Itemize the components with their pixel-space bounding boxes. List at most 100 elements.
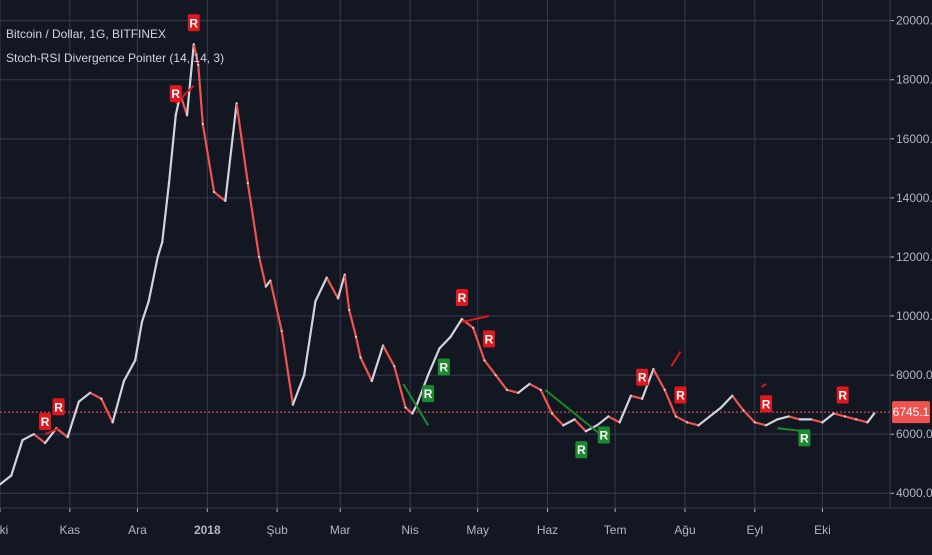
price-segment: [494, 373, 509, 391]
price-point: [393, 365, 396, 368]
price-point: [212, 190, 216, 194]
y-tick-label: 8000.0: [896, 368, 932, 382]
price-segment: [314, 276, 328, 303]
price-point: [314, 300, 317, 303]
bearish-marker: [187, 14, 200, 32]
bearish-marker: [39, 413, 52, 431]
bullish-marker: [597, 426, 610, 444]
price-segment: [573, 418, 587, 433]
price-point: [438, 347, 441, 350]
price-segment: [708, 406, 723, 418]
price-segment: [629, 394, 644, 400]
price-segment: [404, 406, 414, 415]
price-segment: [224, 102, 238, 202]
bearish-divergence-line: [44, 427, 59, 436]
price-point: [832, 412, 835, 415]
price-point: [641, 397, 644, 400]
bearish-marker: [52, 398, 65, 416]
price-segment: [866, 412, 876, 424]
price-point: [607, 415, 610, 418]
price-segment: [336, 273, 346, 300]
price-point: [776, 418, 779, 421]
price-point: [843, 415, 847, 418]
price-segment: [212, 190, 227, 202]
price-segment: [438, 335, 452, 350]
price-segment: [528, 382, 542, 391]
price-point: [798, 418, 801, 421]
price-segment: [359, 356, 373, 383]
x-tick-label: Eki: [814, 523, 831, 537]
price-point: [246, 182, 249, 185]
price-segment: [246, 182, 261, 259]
price-segment: [167, 114, 177, 185]
price-point: [427, 373, 430, 377]
price-point: [197, 63, 200, 67]
price-point: [89, 391, 92, 394]
price-segment: [89, 391, 103, 400]
price-point: [66, 436, 69, 439]
bullish-marker: [575, 441, 588, 459]
bullish-marker: [422, 385, 435, 403]
price-point: [303, 373, 306, 377]
price-segment: [55, 427, 69, 439]
marker-label: R: [189, 16, 198, 30]
price-point: [32, 433, 35, 436]
price-point: [100, 397, 103, 400]
price-point: [269, 279, 272, 282]
x-tick-label: Haz: [537, 523, 558, 537]
price-point: [674, 415, 678, 418]
price-segment: [303, 300, 317, 377]
price-point: [348, 309, 351, 312]
price-point: [161, 241, 164, 244]
marker-label: R: [800, 431, 809, 445]
price-point: [156, 255, 159, 259]
x-tick-label: 2018: [194, 523, 221, 537]
x-tick-label: Mar: [330, 523, 351, 537]
y-tick-label: 16000.0: [896, 132, 932, 146]
price-point: [753, 421, 756, 424]
price-point: [821, 421, 824, 424]
price-point: [719, 406, 723, 409]
price-point: [411, 412, 414, 415]
price-point: [528, 382, 531, 386]
price-segment: [483, 359, 497, 377]
price-point: [167, 182, 171, 185]
marker-label: R: [577, 443, 586, 457]
marker-label: R: [41, 415, 50, 429]
price-point: [10, 474, 13, 477]
y-tick-label: 4000.0: [896, 486, 932, 500]
price-segment: [855, 418, 869, 424]
y-tick-label: 12000.0: [896, 250, 932, 264]
price-point: [539, 388, 542, 391]
price-segment: [472, 326, 486, 362]
marker-label: R: [458, 291, 467, 305]
price-segment: [393, 365, 407, 409]
x-tick-label: Şub: [266, 523, 288, 537]
price-segment: [325, 276, 340, 300]
price-point: [686, 421, 689, 424]
price-point: [708, 415, 711, 418]
price-segment: [427, 347, 441, 377]
price-segment: [370, 344, 385, 383]
price-point: [810, 418, 813, 421]
price-segment: [280, 329, 295, 406]
price-segment: [843, 415, 858, 421]
bearish-divergence-line: [670, 350, 682, 367]
price-point: [291, 403, 295, 406]
marker-label: R: [762, 397, 771, 411]
bearish-marker: [455, 288, 468, 306]
price-segment: [607, 415, 621, 424]
x-tick-label: Tem: [604, 523, 627, 537]
price-segment: [147, 255, 159, 303]
price-segment: [539, 388, 554, 415]
price-segment: [192, 43, 200, 67]
price-point: [460, 317, 463, 321]
price-point: [855, 418, 858, 421]
bearish-marker: [674, 386, 687, 404]
price-point: [404, 406, 407, 409]
x-tick-label: Kas: [60, 523, 81, 537]
chart-title: Bitcoin / Dollar, 1G, BITFINEX: [6, 27, 167, 41]
price-point: [111, 421, 114, 424]
